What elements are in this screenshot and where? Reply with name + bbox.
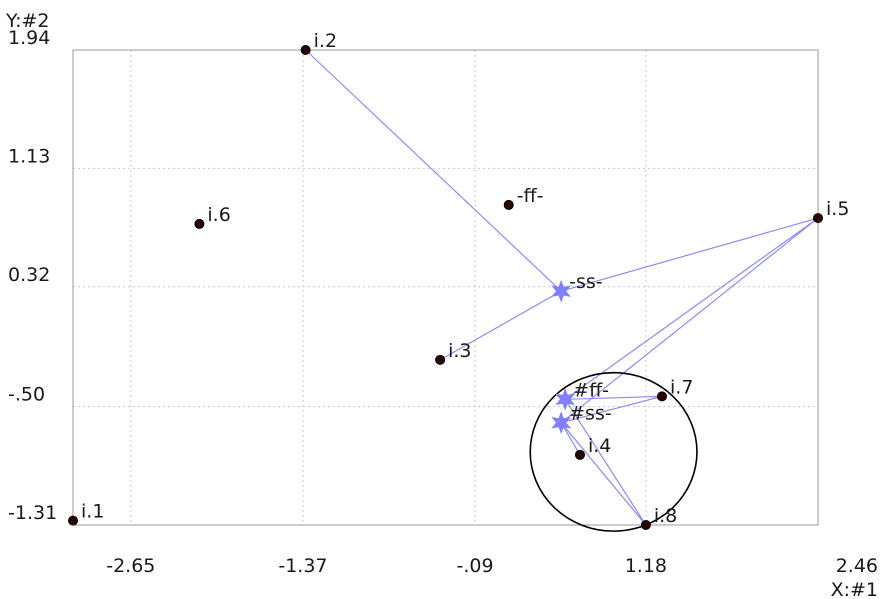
y-tick-label: 1.13 (8, 145, 50, 167)
point-marker (503, 199, 514, 210)
point-label: i.6 (207, 204, 230, 226)
point-marker (435, 354, 446, 365)
x-tick-label: 2.46 (836, 555, 878, 577)
link-line (305, 49, 562, 292)
point-label: i.8 (654, 505, 677, 527)
y-tick-label: -.50 (8, 384, 45, 406)
point-label: i.3 (448, 340, 471, 362)
y-axis-title: Y:#2 (5, 10, 50, 32)
link-line (565, 395, 663, 400)
x-tick-label: 1.18 (625, 555, 667, 577)
link-lines (305, 49, 819, 526)
point-label: i.4 (588, 435, 611, 457)
point-marker (68, 515, 78, 526)
x-tick-label: -1.37 (278, 555, 327, 577)
point-marker (640, 520, 651, 530)
x-tick-label: -.09 (457, 555, 494, 577)
grid-lines (73, 50, 818, 525)
point-label: i.1 (81, 501, 104, 523)
point-marker (194, 218, 205, 229)
link-line (560, 217, 819, 424)
link-line (439, 290, 562, 361)
plot-frame (72, 49, 819, 526)
axis-ticks: -2.65 -1.37 -.09 1.18 2.46 1.94 1.13 0.32 -.50 -1… (8, 27, 878, 577)
point-label: i.2 (314, 30, 337, 52)
star-marker (555, 387, 576, 411)
star-marker (551, 279, 572, 303)
y-tick-label: -1.31 (8, 502, 57, 524)
point-marker (300, 45, 311, 55)
x-tick-label: -2.65 (106, 555, 155, 577)
y-tick-label: 0.32 (8, 264, 50, 286)
point-marker (813, 213, 823, 224)
link-line (564, 217, 819, 400)
link-line (560, 217, 819, 292)
point-label: i.5 (826, 198, 849, 220)
point-marker (574, 449, 585, 460)
link-line (560, 422, 581, 456)
data-points: i.1 i.2 i.3 i.4 i.5 i.6 i.7 i.8 -ff- -ss- #ff-#ss- (68, 30, 849, 530)
link-line (564, 398, 647, 526)
link-line (560, 422, 647, 526)
point-label: -ss- (569, 271, 603, 293)
x-axis-title: X:#1 (831, 579, 878, 599)
point-marker (657, 391, 668, 402)
star-marker (551, 411, 572, 435)
point-label: i.7 (670, 376, 693, 398)
point-label: #ss- (569, 403, 612, 425)
y-tick-label: 1.94 (8, 27, 50, 49)
highlight-circle (529, 371, 698, 532)
point-label: #ff- (573, 379, 609, 401)
point-label: -ff- (517, 185, 544, 207)
